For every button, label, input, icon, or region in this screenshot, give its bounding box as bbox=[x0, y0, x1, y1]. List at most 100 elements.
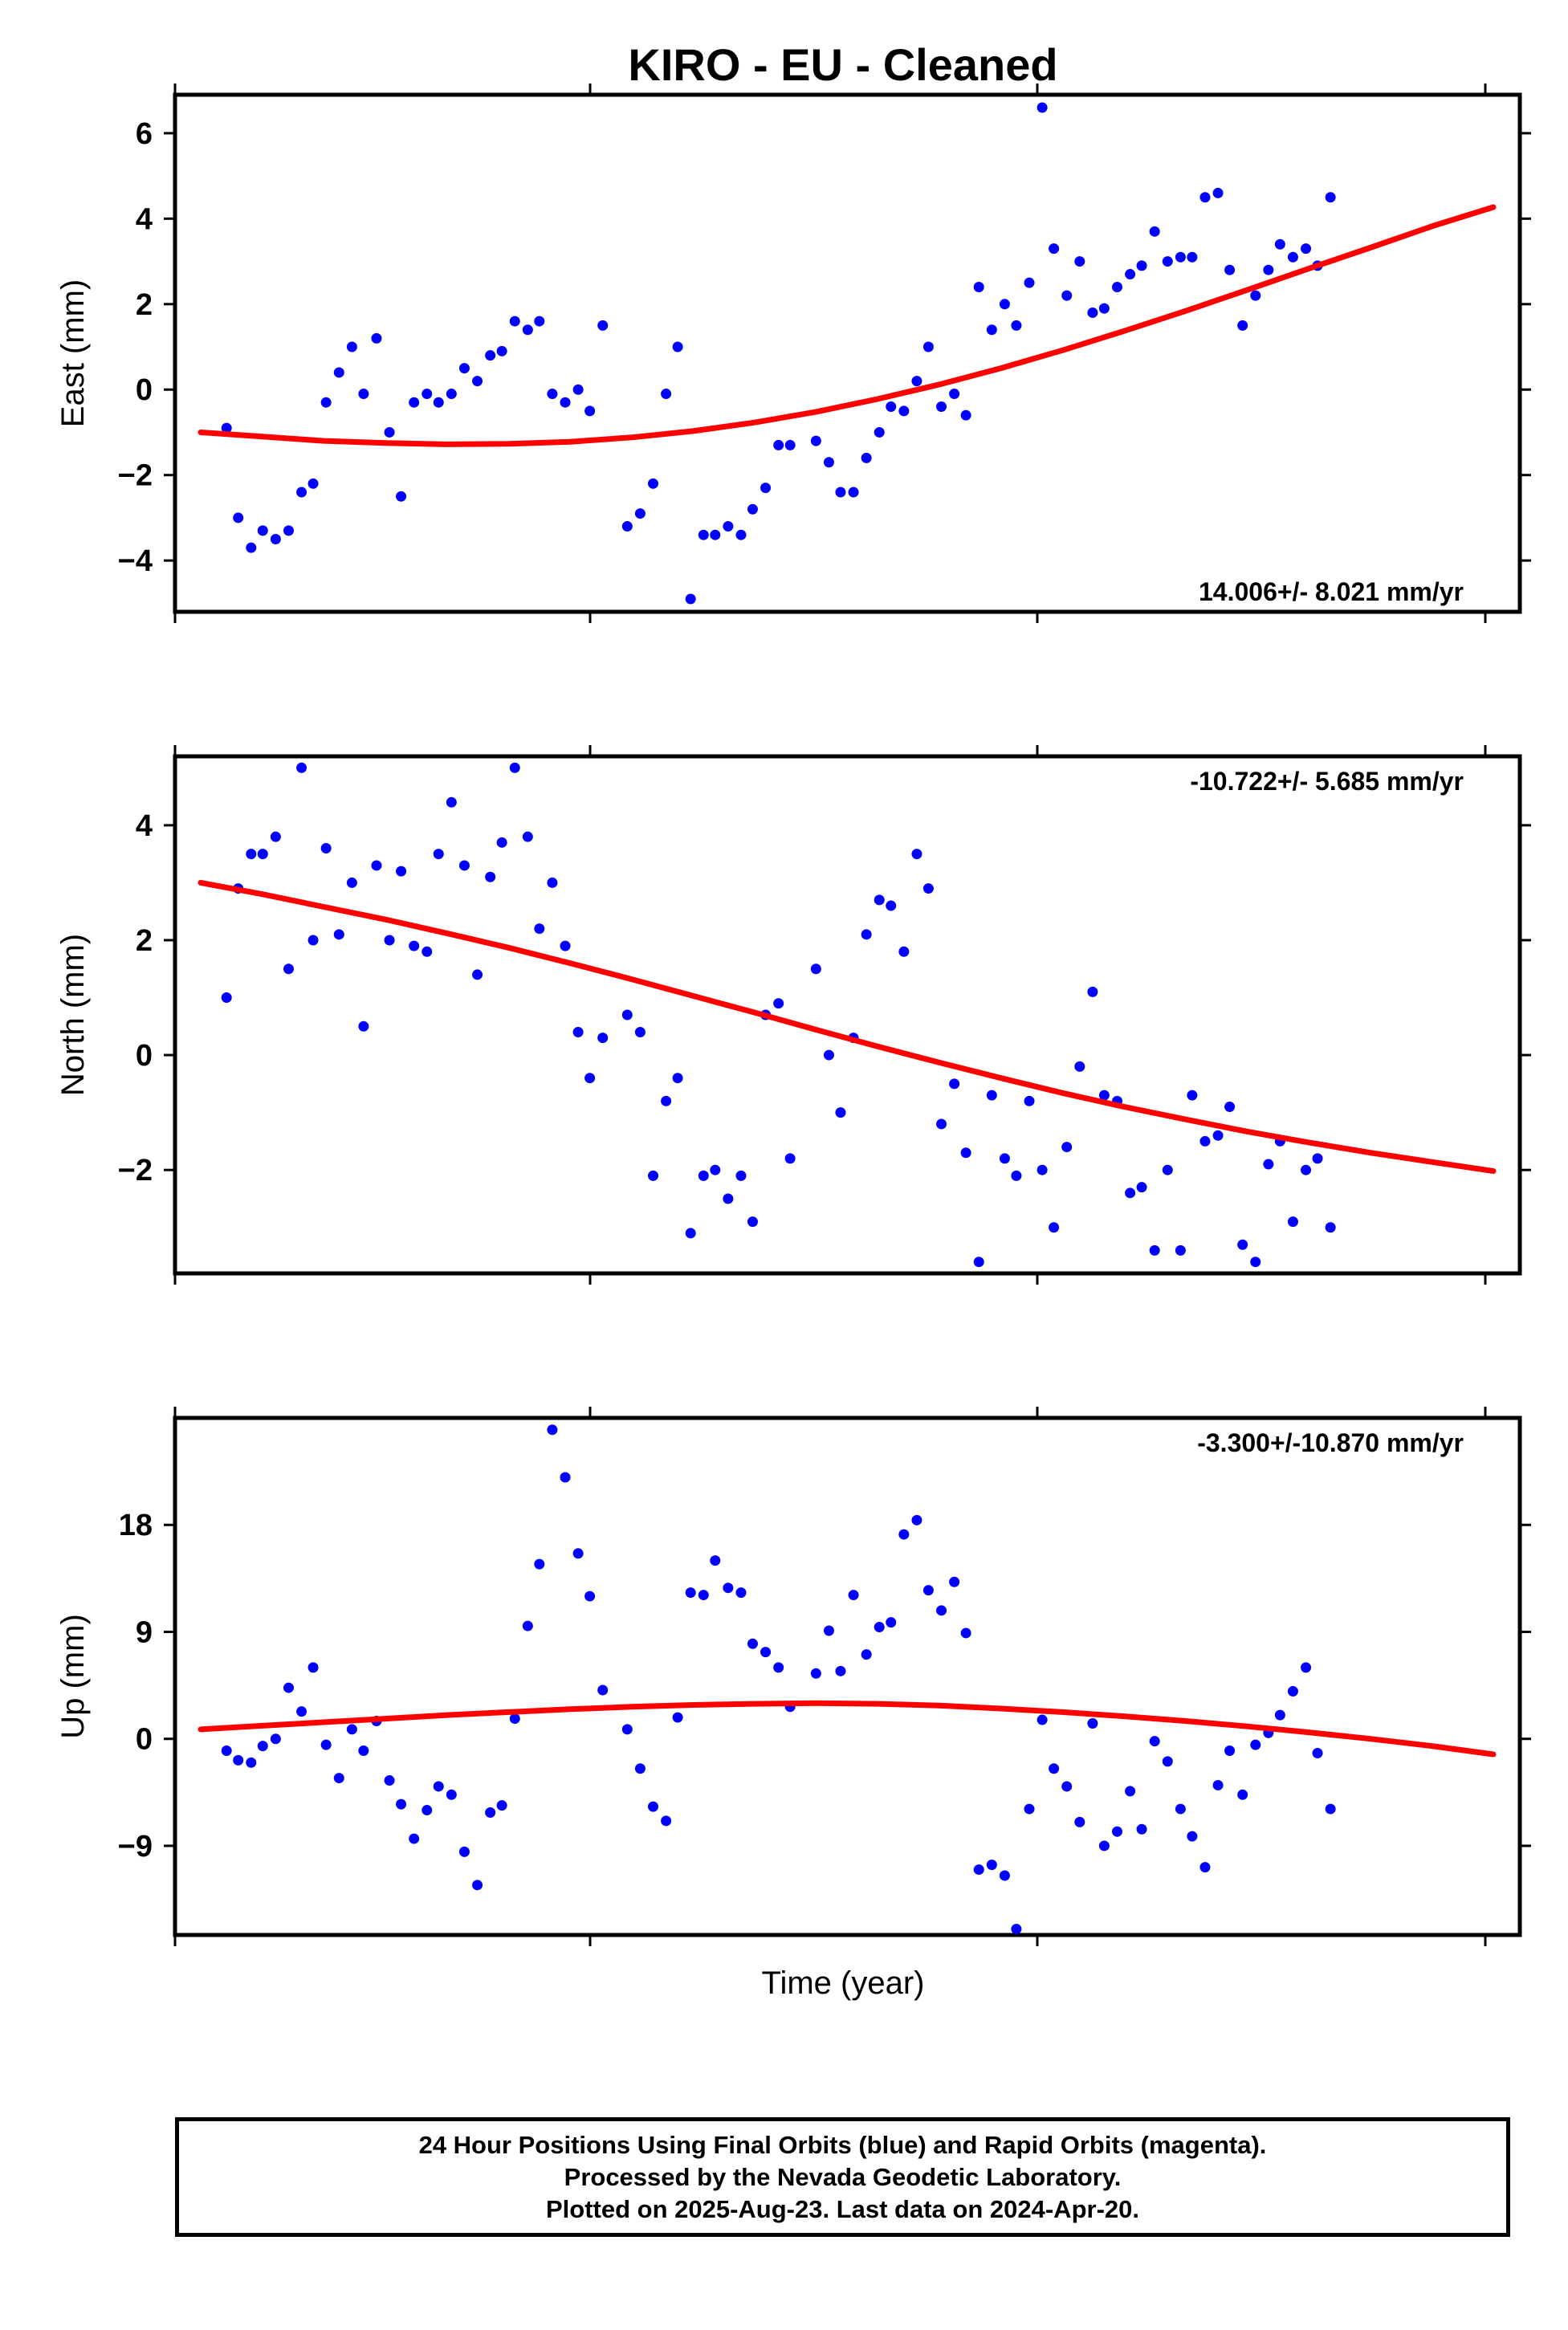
north-data-point bbox=[911, 849, 922, 860]
north-data-point bbox=[1061, 1142, 1073, 1153]
east-data-point bbox=[810, 435, 821, 446]
east-data-point bbox=[572, 384, 584, 395]
north-ytick-label: 2 bbox=[136, 924, 153, 958]
up-rate-annotation: -3.300+/-10.870 mm/yr bbox=[1197, 1428, 1464, 1457]
north-data-point bbox=[1136, 1182, 1147, 1193]
east-data-point bbox=[1074, 256, 1085, 267]
north-data-point bbox=[710, 1164, 721, 1175]
east-data-point bbox=[472, 376, 483, 387]
north-data-point bbox=[1187, 1090, 1198, 1101]
north-data-point bbox=[257, 849, 268, 860]
up-data-point bbox=[922, 1585, 934, 1596]
north-data-point bbox=[634, 1026, 646, 1037]
east-data-point bbox=[1274, 238, 1285, 250]
north-fit-line bbox=[198, 879, 1497, 1175]
east-ytick-label: −2 bbox=[118, 459, 153, 493]
east-data-point bbox=[371, 332, 382, 344]
east-data-point bbox=[685, 593, 696, 605]
east-data-point bbox=[723, 521, 734, 532]
up-data-point bbox=[320, 1739, 332, 1750]
up-points bbox=[221, 1424, 1336, 1935]
east-data-point bbox=[433, 397, 444, 408]
east-ytick-label: −4 bbox=[118, 544, 153, 578]
east-data-point bbox=[621, 521, 633, 532]
north-y-axis-label: North (mm) bbox=[55, 934, 91, 1096]
north-data-point bbox=[861, 929, 872, 940]
north-data-point bbox=[1212, 1130, 1224, 1141]
east-data-point bbox=[233, 512, 244, 523]
east-data-point bbox=[1136, 260, 1147, 271]
north-data-point bbox=[1287, 1216, 1298, 1228]
north-data-point bbox=[723, 1193, 734, 1204]
up-data-point bbox=[333, 1773, 344, 1784]
up-data-point bbox=[861, 1649, 872, 1660]
up-data-point bbox=[1187, 1831, 1198, 1842]
up-data-point bbox=[257, 1741, 268, 1752]
north-data-point bbox=[960, 1147, 971, 1159]
up-data-point bbox=[296, 1706, 307, 1717]
north-data-point bbox=[433, 849, 444, 860]
north-data-point bbox=[396, 866, 407, 877]
up-panel: −9 0 9 18 Up (mm) -3.300+/-10.870 mm/yr bbox=[55, 1407, 1531, 1946]
east-data-point bbox=[1212, 187, 1224, 198]
east-data-point bbox=[1325, 192, 1336, 203]
east-data-point bbox=[283, 525, 294, 536]
up-data-point bbox=[1061, 1781, 1073, 1792]
north-data-point bbox=[547, 877, 558, 888]
north-data-point bbox=[422, 946, 433, 957]
north-data-point bbox=[458, 860, 470, 871]
north-data-point bbox=[973, 1257, 984, 1268]
footer-line-2: Processed by the Nevada Geodetic Laborat… bbox=[564, 2162, 1122, 2191]
north-data-point bbox=[296, 762, 307, 773]
north-data-point bbox=[534, 923, 545, 935]
north-data-point bbox=[221, 992, 232, 1004]
north-data-point bbox=[735, 1170, 747, 1181]
north-data-point bbox=[1074, 1061, 1085, 1072]
east-data-point bbox=[333, 367, 344, 378]
east-rate-annotation: 14.006+/- 8.021 mm/yr bbox=[1199, 577, 1464, 606]
north-data-point bbox=[1098, 1090, 1110, 1101]
north-data-point bbox=[597, 1033, 609, 1044]
east-ytick-label: 2 bbox=[136, 288, 153, 322]
up-data-point bbox=[1325, 1803, 1336, 1815]
east-frame bbox=[173, 92, 1522, 614]
up-data-point bbox=[936, 1605, 947, 1616]
east-y-axis-label: East (mm) bbox=[55, 279, 91, 427]
east-data-point bbox=[584, 405, 596, 417]
east-data-point bbox=[861, 452, 872, 463]
north-data-point bbox=[823, 1049, 834, 1061]
north-data-point bbox=[648, 1170, 658, 1181]
up-data-point bbox=[634, 1763, 646, 1774]
east-data-point bbox=[1024, 277, 1035, 288]
north-data-point bbox=[584, 1073, 596, 1084]
east-data-point bbox=[922, 341, 934, 352]
east-data-point bbox=[999, 299, 1010, 310]
up-data-point bbox=[584, 1591, 596, 1602]
north-ytick-label: 0 bbox=[136, 1039, 153, 1073]
up-data-point bbox=[1312, 1747, 1323, 1758]
east-data-point bbox=[672, 341, 683, 352]
east-data-point bbox=[1087, 307, 1098, 318]
east-data-point bbox=[1049, 243, 1060, 255]
east-data-point bbox=[973, 282, 984, 293]
footer-box: 24 Hour Positions Using Final Orbits (bl… bbox=[175, 2117, 1510, 2237]
north-data-point bbox=[1125, 1187, 1136, 1199]
north-data-point bbox=[320, 842, 332, 853]
east-data-point bbox=[1037, 102, 1048, 113]
north-data-point bbox=[1312, 1153, 1323, 1164]
north-data-point bbox=[446, 796, 457, 808]
north-data-point bbox=[922, 883, 934, 894]
footer-line-3: Plotted on 2025-Aug-23. Last data on 202… bbox=[545, 2194, 1139, 2223]
east-data-point bbox=[773, 439, 784, 450]
north-data-point bbox=[1024, 1095, 1035, 1106]
east-data-point bbox=[458, 363, 470, 374]
up-data-point bbox=[874, 1622, 885, 1633]
north-data-point bbox=[1301, 1164, 1312, 1175]
up-data-point bbox=[384, 1775, 395, 1786]
north-data-point bbox=[307, 935, 319, 946]
east-data-point bbox=[522, 324, 533, 336]
east-data-point bbox=[270, 534, 281, 545]
north-data-point bbox=[346, 877, 357, 888]
up-data-point bbox=[747, 1638, 758, 1649]
up-y-axis-label: Up (mm) bbox=[55, 1614, 91, 1739]
